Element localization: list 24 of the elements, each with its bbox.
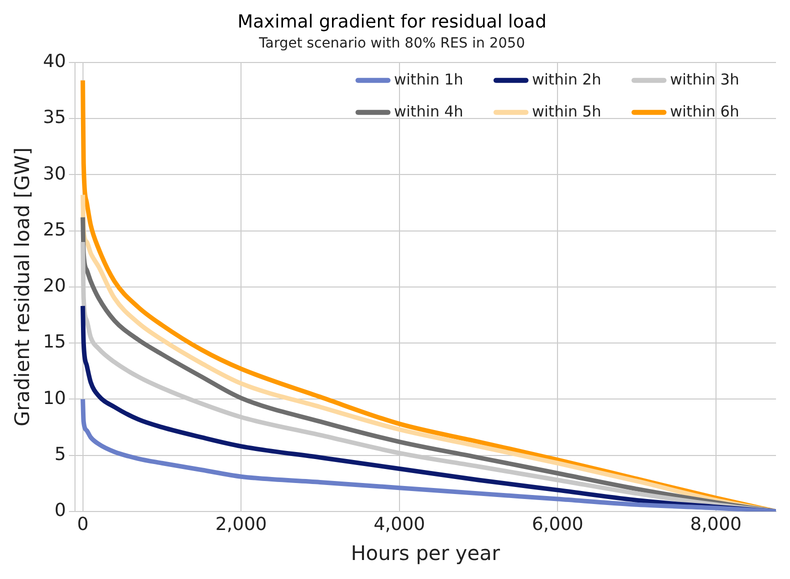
chart-title: Maximal gradient for residual load — [237, 11, 547, 32]
legend-label: within 5h — [532, 102, 602, 120]
y-tick-label: 0 — [54, 500, 66, 522]
y-tick-label: 5 — [54, 444, 66, 465]
y-tick-label: 25 — [43, 219, 66, 240]
y-tick-label: 20 — [43, 276, 66, 297]
x-tick-label: 4,000 — [374, 514, 426, 535]
y-tick-label: 30 — [43, 163, 66, 184]
legend-label: within 4h — [394, 102, 464, 120]
x-tick-label: 8,000 — [690, 514, 742, 535]
y-axis-title: Gradient residual load [GW] — [10, 147, 34, 426]
x-axis-title: Hours per year — [350, 541, 501, 566]
y-tick-label: 10 — [43, 388, 66, 409]
legend-label: within 2h — [532, 70, 602, 88]
y-tick-label: 40 — [43, 51, 66, 72]
x-tick-label: 0 — [77, 514, 89, 535]
y-tick-label: 35 — [43, 107, 66, 128]
legend-label: within 6h — [670, 102, 740, 120]
legend-label: within 1h — [394, 70, 464, 88]
y-tick-label: 15 — [43, 332, 66, 353]
x-tick-label: 2,000 — [215, 514, 267, 535]
chart-subtitle: Target scenario with 80% RES in 2050 — [258, 36, 525, 52]
legend-label: within 3h — [670, 70, 740, 88]
x-tick-label: 6,000 — [532, 514, 584, 535]
